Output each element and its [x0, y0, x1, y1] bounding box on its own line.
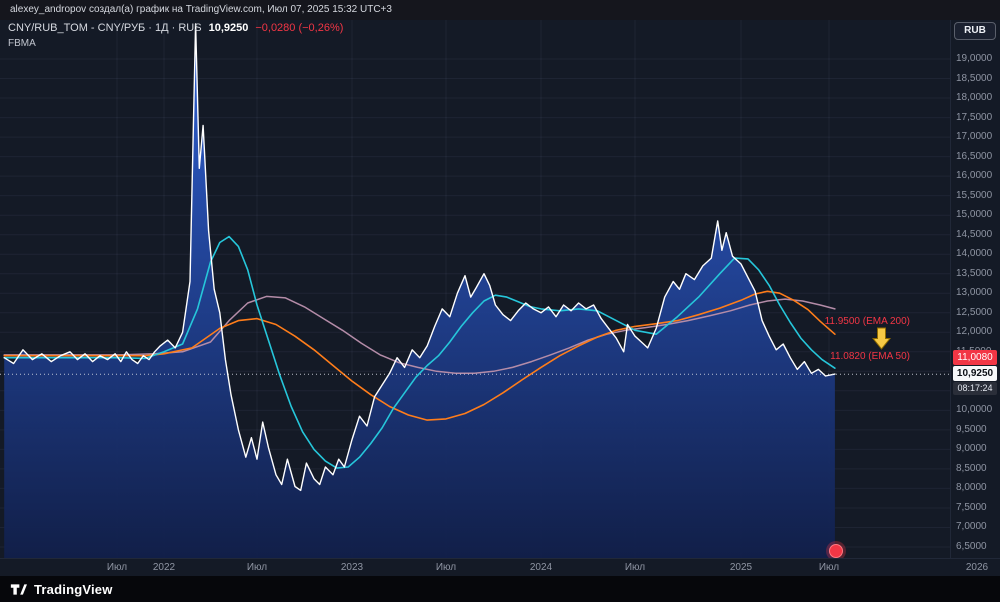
time-axis-label: Июл: [624, 562, 646, 573]
time-axis-label: 2025: [729, 562, 753, 573]
price-axis-label: 8,5000: [956, 462, 987, 474]
time-axis[interactable]: Июл 2022 Июл 2023 Июл 2024 Июл 2025 Июл 2026: [0, 558, 1000, 576]
price-axis-label: 12,0000: [956, 326, 993, 338]
time-axis-label: Июл: [106, 562, 128, 573]
brand-bar: TradingView: [0, 576, 1000, 602]
down-arrow-icon[interactable]: [871, 327, 892, 355]
ema50-annotation: 11.0820 (EMA 50): [830, 351, 910, 362]
price-axis-label: 18,5000: [956, 72, 993, 84]
symbol-title[interactable]: CNY/RUB_TOM - CNY/РУБ · 1Д · RUS: [8, 22, 202, 34]
price-axis-label: 9,5000: [956, 423, 987, 435]
price-axis-label: 17,0000: [956, 131, 993, 143]
time-axis-label: 2023: [340, 562, 364, 573]
price-axis-label: 12,5000: [956, 306, 993, 318]
price-axis-label: 18,0000: [956, 92, 993, 104]
price-axis-label: 14,0000: [956, 248, 993, 260]
currency-button[interactable]: RUB: [954, 22, 996, 40]
chart-legend: CNY/RUB_TOM - CNY/РУБ · 1Д · RUS 10,9250…: [8, 22, 343, 49]
time-axis-label: 2024: [529, 562, 553, 573]
price-axis-label: 19,0000: [956, 53, 993, 64]
time-axis-label: Июл: [818, 562, 840, 573]
ema-price-badge: 11,0080: [953, 350, 997, 366]
price-axis-label: 13,0000: [956, 287, 993, 299]
event-marker-dot[interactable]: [828, 544, 843, 558]
attribution-text: alexey_andropov создал(а) график на Trad…: [10, 4, 392, 15]
price-axis-label: 9,0000: [956, 443, 987, 455]
bar-countdown: 08:17:24: [953, 382, 997, 396]
price-axis-label: 10,0000: [956, 404, 993, 416]
time-axis-label: 2022: [152, 562, 176, 573]
indicator-label[interactable]: FBMA: [8, 38, 36, 49]
price-axis-label: 16,0000: [956, 170, 993, 182]
time-axis-label: Июл: [435, 562, 457, 573]
ema200-annotation: 11.9500 (EMA 200): [824, 316, 910, 327]
attribution-bar: alexey_andropov создал(а) график на Trad…: [0, 0, 1000, 20]
price-axis[interactable]: RUB 11,0080 10,9250 08:17:24 19,0000 18,5…: [950, 20, 1000, 558]
last-price-value: 10,9250: [208, 22, 249, 34]
price-axis-label: 16,5000: [956, 150, 993, 162]
time-axis-label: 2026: [965, 562, 989, 573]
price-axis-label: 14,5000: [956, 228, 993, 240]
price-axis-label: 17,5000: [956, 111, 993, 123]
price-axis-label: 15,0000: [956, 209, 993, 221]
price-chart-canvas[interactable]: [0, 20, 950, 558]
time-axis-label: Июл: [246, 562, 268, 573]
price-axis-label: 6,5000: [956, 541, 987, 552]
brand-name[interactable]: TradingView: [34, 581, 113, 597]
chart-area: CNY/RUB_TOM - CNY/РУБ · 1Д · RUS 10,9250…: [0, 20, 950, 558]
price-axis-label: 15,5000: [956, 189, 993, 201]
price-axis-label: 7,0000: [956, 521, 987, 533]
price-axis-label: 7,5000: [956, 501, 987, 513]
tradingview-logo-icon: [10, 581, 27, 598]
price-axis-label: 8,0000: [956, 482, 987, 494]
last-price-badge: 10,9250: [953, 366, 997, 382]
price-axis-label: 13,5000: [956, 267, 993, 279]
price-change-value: −0,0280 (−0,26%): [255, 22, 344, 34]
